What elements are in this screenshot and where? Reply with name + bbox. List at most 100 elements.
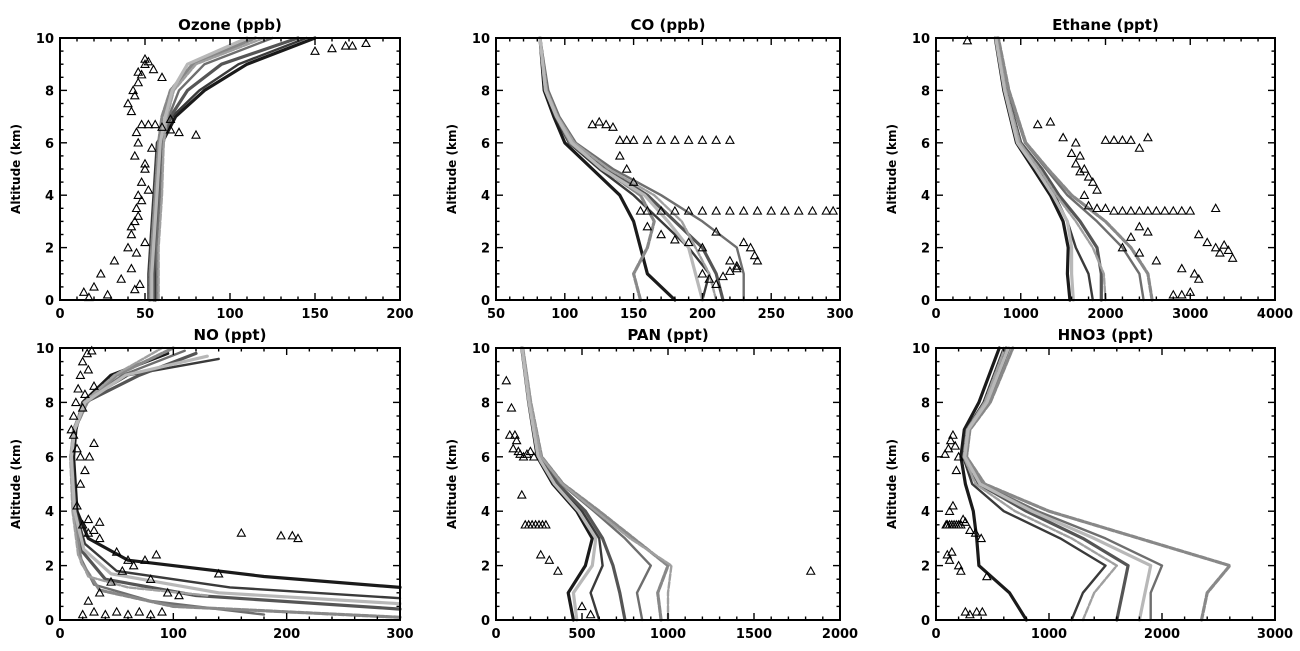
observation-point bbox=[1176, 289, 1187, 299]
y-axis-label: Altitude (km) bbox=[885, 439, 899, 529]
observation-point bbox=[83, 527, 94, 537]
observation-point bbox=[525, 446, 536, 456]
x-tick-label: 0 bbox=[931, 627, 940, 642]
observation-point bbox=[327, 43, 337, 53]
observation-point bbox=[1151, 205, 1162, 215]
observation-point bbox=[594, 116, 605, 126]
observation-point bbox=[83, 514, 94, 524]
observation-point bbox=[601, 119, 612, 129]
observation-point bbox=[1134, 205, 1145, 215]
panel-title: Ozone (ppb) bbox=[178, 16, 282, 34]
observation-point bbox=[133, 190, 144, 199]
y-tick-label: 8 bbox=[481, 396, 490, 411]
observation-point bbox=[738, 205, 749, 215]
x-tick-label: 1000 bbox=[1003, 307, 1039, 322]
y-tick-label: 0 bbox=[45, 614, 54, 629]
observation-point bbox=[94, 533, 105, 543]
plot-frame bbox=[935, 37, 1276, 301]
observation-point bbox=[293, 533, 303, 543]
observation-point bbox=[75, 478, 86, 488]
y-axis-label: Altitude (km) bbox=[9, 439, 23, 529]
panel-hno3: HNO3 (ppt) Altitude (km) 0 1000 2000 3000 0 2 4 6… bbox=[885, 326, 1293, 642]
x-tick-label: 1000 bbox=[650, 627, 686, 642]
observation-point bbox=[157, 606, 167, 616]
y-tick-label: 8 bbox=[921, 396, 930, 411]
observation-point bbox=[1125, 135, 1136, 144]
model-line-7 bbox=[520, 346, 598, 622]
y-tick-label: 4 bbox=[921, 189, 930, 204]
x-tick-label: 0 bbox=[931, 307, 940, 322]
panel-no: NO (ppt) Altitude (km) 0 100 200 300 0 2 4 6 8 10 bbox=[9, 326, 414, 642]
observation-point bbox=[276, 530, 286, 540]
observation-point bbox=[1045, 116, 1056, 126]
observation-point bbox=[165, 124, 176, 134]
observation-point bbox=[70, 397, 81, 407]
observation-point bbox=[133, 66, 144, 76]
observation-point bbox=[504, 429, 515, 439]
y-tick-label: 4 bbox=[45, 505, 54, 520]
y-tick-label: 2 bbox=[45, 242, 54, 257]
observation-point bbox=[66, 424, 77, 434]
y-tick-label: 0 bbox=[481, 614, 490, 629]
observation-point bbox=[347, 40, 358, 50]
observation-point bbox=[1032, 119, 1043, 129]
y-tick-label: 8 bbox=[45, 396, 54, 411]
x-tick-label: 100 bbox=[216, 307, 243, 322]
panel-ozone: Ozone (ppb) Altitude (km) 0 50 100 150 200 0 2 4 6… bbox=[9, 16, 414, 322]
observation-point bbox=[535, 549, 546, 559]
observation-point bbox=[1070, 137, 1081, 147]
observation-point bbox=[621, 163, 632, 173]
panel-title: NO (ppt) bbox=[194, 326, 267, 344]
y-tick-label: 0 bbox=[481, 294, 490, 309]
x-tick-label: 50 bbox=[136, 307, 154, 322]
observation-point bbox=[642, 221, 653, 231]
observation-point bbox=[174, 590, 184, 600]
observation-point bbox=[1066, 148, 1077, 158]
x-tick-label: 1000 bbox=[1031, 627, 1067, 642]
observation-point bbox=[1159, 205, 1170, 215]
observation-point bbox=[126, 106, 137, 116]
x-tick-label: 250 bbox=[758, 307, 785, 322]
model-line-4 bbox=[538, 36, 745, 302]
observation-point bbox=[516, 489, 527, 499]
y-tick-label: 8 bbox=[45, 84, 54, 99]
observation-point bbox=[134, 279, 145, 289]
y-tick-label: 6 bbox=[921, 451, 930, 466]
observation-point bbox=[1070, 158, 1081, 168]
observation-point bbox=[1092, 203, 1102, 213]
observation-point bbox=[508, 443, 519, 453]
observation-point bbox=[131, 247, 142, 257]
x-tick-label: 100 bbox=[551, 307, 578, 322]
y-tick-label: 0 bbox=[45, 294, 54, 309]
observation-point bbox=[89, 438, 99, 447]
panel-title: Ethane (ppt) bbox=[1052, 16, 1159, 34]
observation-point bbox=[1189, 268, 1200, 278]
observation-point bbox=[1185, 205, 1196, 215]
observation-point bbox=[89, 281, 99, 291]
observation-point bbox=[697, 268, 708, 278]
observation-point bbox=[111, 606, 122, 616]
x-tick-label: 0 bbox=[55, 627, 64, 642]
observation-point bbox=[950, 440, 961, 450]
observation-point bbox=[129, 284, 140, 294]
observation-point bbox=[79, 465, 90, 475]
observation-point bbox=[134, 606, 145, 616]
observation-point bbox=[807, 205, 818, 215]
observation-point bbox=[942, 549, 953, 559]
observation-point bbox=[587, 119, 598, 129]
plot-frame bbox=[59, 37, 401, 301]
observation-point bbox=[683, 135, 694, 144]
model-line-1 bbox=[538, 36, 677, 302]
observation-point bbox=[1142, 205, 1153, 215]
observation-point bbox=[614, 135, 625, 144]
observation-point bbox=[129, 216, 140, 226]
observation-point bbox=[780, 205, 790, 215]
observation-point bbox=[1087, 176, 1098, 186]
observation-point bbox=[150, 119, 161, 129]
observation-point bbox=[68, 410, 79, 420]
y-tick-label: 6 bbox=[45, 137, 54, 152]
observation-point bbox=[731, 260, 742, 270]
y-tick-label: 4 bbox=[45, 189, 54, 204]
observation-point bbox=[106, 576, 116, 586]
x-tick-label: 0 bbox=[55, 307, 64, 322]
